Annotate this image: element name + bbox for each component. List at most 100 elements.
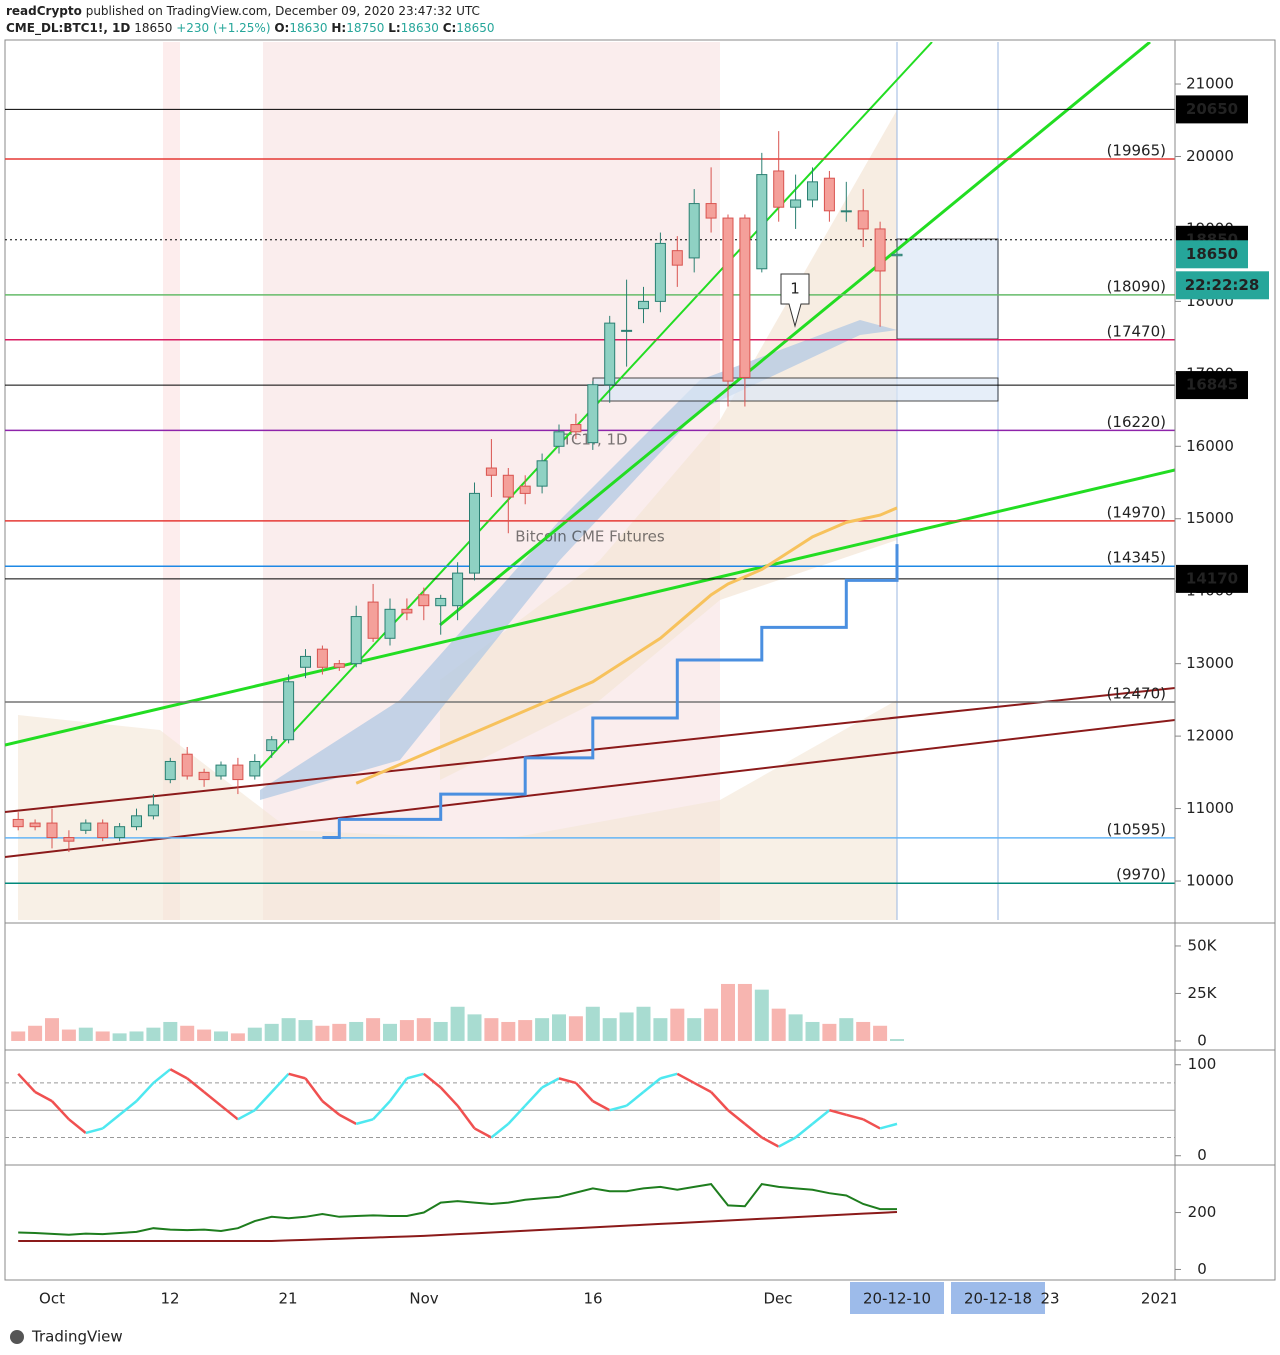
volume-bar xyxy=(180,1025,195,1041)
volume-bar xyxy=(28,1025,43,1041)
y-tick-label: 25K xyxy=(1188,984,1218,1002)
level-label: (17470) xyxy=(1107,322,1166,340)
oscillator-line xyxy=(203,1091,222,1107)
candle-body xyxy=(469,492,480,574)
oscillator-line xyxy=(17,1072,37,1093)
volume-bar xyxy=(788,1014,803,1041)
volume-bar xyxy=(873,1025,888,1041)
overlay-line xyxy=(355,506,898,785)
volume-bar xyxy=(230,1033,245,1041)
oscillator-line xyxy=(727,1109,746,1125)
oscillator-line xyxy=(220,1104,239,1121)
x-label-box xyxy=(850,1282,944,1314)
y-tick-label: 100 xyxy=(1188,1055,1217,1073)
candle-body xyxy=(164,760,176,781)
volume-bar xyxy=(653,1018,668,1041)
h: 18750 xyxy=(346,21,384,35)
candle-body xyxy=(553,431,565,447)
backdrop: BTC1!, 1D Bitcoin CME Futures xyxy=(5,42,1175,920)
oscillator-line xyxy=(642,1077,662,1094)
volume-bar xyxy=(214,1031,228,1041)
x-tick-label: 12 xyxy=(160,1290,179,1308)
candle-body xyxy=(485,467,497,476)
volume-bar xyxy=(11,1031,26,1041)
volume-bar xyxy=(856,1021,871,1041)
candle-body xyxy=(80,822,92,831)
candle-body xyxy=(333,663,345,668)
volume-bar xyxy=(501,1021,516,1041)
oscillator-line xyxy=(710,1091,729,1112)
candle-body xyxy=(705,203,717,219)
oscillator-line xyxy=(304,1077,324,1102)
candle-body xyxy=(739,217,751,378)
oscillator-line xyxy=(592,1100,611,1112)
candle-body xyxy=(840,210,852,213)
level-label: (9970) xyxy=(1116,866,1166,884)
oscillator-line xyxy=(270,1072,290,1093)
volume-bar xyxy=(45,1018,59,1041)
volume-bar xyxy=(264,1023,279,1041)
oscillator-line xyxy=(101,1113,121,1130)
oscillator-line xyxy=(152,1068,172,1084)
candle-body xyxy=(756,174,768,270)
change: +230 (+1.25%) xyxy=(176,21,270,35)
oscillator-line xyxy=(625,1091,645,1107)
oscillator-line xyxy=(372,1100,391,1121)
candle-body xyxy=(502,474,514,498)
candle-body xyxy=(807,181,818,201)
volume-bar xyxy=(163,1021,178,1041)
oscillator-line xyxy=(490,1122,510,1139)
price-label: 16845 xyxy=(1186,376,1238,394)
y-tick-label: 0 xyxy=(1197,1031,1207,1049)
x-tick-label: 20-12-10 xyxy=(863,1290,931,1308)
oscillator-line xyxy=(68,1118,87,1134)
oscillator-line xyxy=(845,1113,864,1121)
oscillator-line xyxy=(660,1072,678,1080)
c-label: C: xyxy=(443,21,457,35)
candle-body xyxy=(891,253,903,257)
volume-bar xyxy=(315,1025,330,1041)
candle-body xyxy=(874,228,886,272)
x-tick-label: 20-12-18 xyxy=(964,1290,1032,1308)
candle-body xyxy=(790,199,802,208)
candle-body xyxy=(97,822,109,839)
volume-bar xyxy=(399,1020,414,1041)
price-label: 20650 xyxy=(1186,100,1238,118)
zone-box xyxy=(592,377,999,402)
candle-body xyxy=(401,608,413,614)
y-tick-label: 50K xyxy=(1188,936,1218,954)
oscillator-line xyxy=(794,1122,814,1139)
oscillator-line xyxy=(135,1082,155,1102)
note-balloon xyxy=(780,273,810,328)
volume-bar xyxy=(704,1008,719,1041)
volume-bar xyxy=(754,989,769,1041)
oscillator-line xyxy=(693,1081,712,1094)
oscillator-line xyxy=(862,1118,881,1130)
oscillator-line xyxy=(879,1122,898,1130)
strength-line xyxy=(18,1182,897,1236)
session-shade xyxy=(163,42,180,920)
oscillator-line xyxy=(237,1109,256,1121)
candle-body xyxy=(249,760,261,777)
candle-body xyxy=(654,242,666,302)
level-label: (12470) xyxy=(1107,685,1166,703)
plot xyxy=(5,108,1175,884)
oscillator-line xyxy=(338,1113,357,1125)
y-tick-label: 12000 xyxy=(1186,727,1234,745)
y-tick-label: 15000 xyxy=(1186,509,1234,527)
oscillator-line xyxy=(507,1104,527,1125)
candle-body xyxy=(63,837,75,842)
price-label-box xyxy=(1176,95,1248,124)
candle-body xyxy=(435,597,447,607)
published: published on TradingView.com, December 0… xyxy=(86,4,480,18)
volume-bar xyxy=(805,1021,820,1041)
oscillator-line xyxy=(51,1100,70,1121)
y-tick-label: 0 xyxy=(1197,1146,1207,1164)
volume-bar xyxy=(95,1031,110,1041)
oscillator-line xyxy=(761,1136,780,1148)
trendline xyxy=(5,719,1175,858)
trendline xyxy=(439,42,1151,627)
y-tick-label: 21000 xyxy=(1186,75,1234,93)
volume-bar xyxy=(670,1008,685,1041)
volume-bar xyxy=(78,1027,93,1041)
